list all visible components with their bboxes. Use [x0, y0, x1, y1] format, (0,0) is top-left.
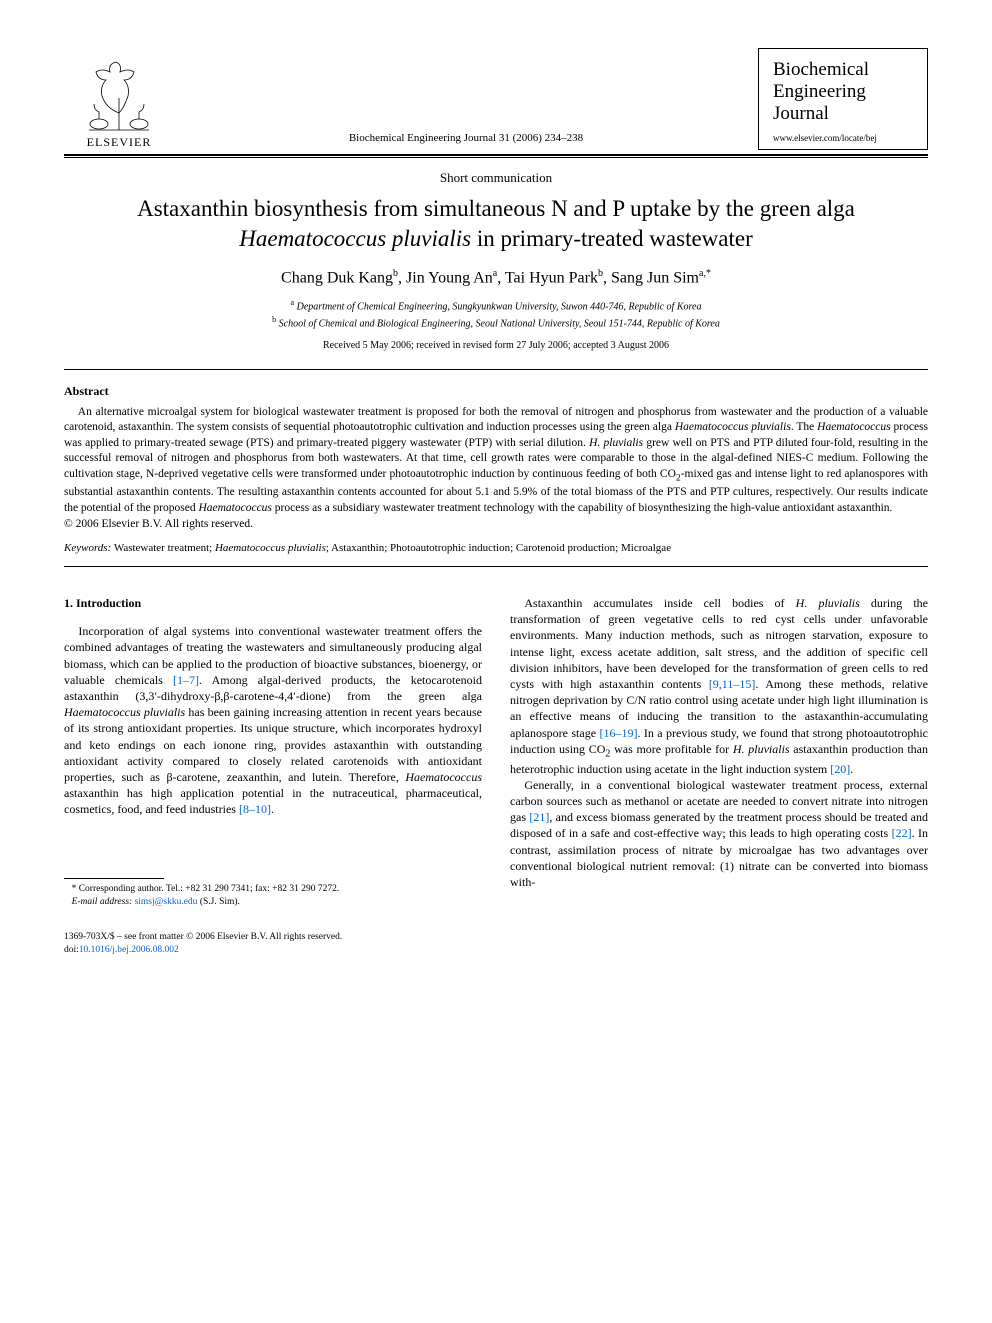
author-list: Chang Duk Kangb, Jin Young Ana, Tai Hyun… — [64, 268, 928, 287]
journal-name-line1: Biochemical — [773, 59, 913, 81]
article-title: Astaxanthin biosynthesis from simultaneo… — [84, 194, 908, 254]
affiliation-a: a Department of Chemical Engineering, Su… — [64, 297, 928, 314]
column-left: 1. Introduction Incorporation of algal s… — [64, 595, 482, 909]
corresponding-footnote: * Corresponding author. Tel.: +82 31 290… — [64, 883, 482, 896]
page-header: ELSEVIER Biochemical Engineering Journal… — [64, 48, 928, 150]
journal-name-line3: Journal — [773, 103, 913, 125]
keywords-label: Keywords: — [64, 542, 111, 554]
abstract-rule-top — [64, 369, 928, 370]
footer-copyright: 1369-703X/$ – see front matter © 2006 El… — [64, 931, 928, 944]
intro-heading: 1. Introduction — [64, 595, 482, 611]
abstract-body: An alternative microalgal system for bio… — [64, 405, 928, 516]
column-right: Astaxanthin accumulates inside cell bodi… — [510, 595, 928, 909]
email-footnote: E-mail address: simsj@skku.edu (S.J. Sim… — [64, 896, 482, 909]
abstract-copyright: © 2006 Elsevier B.V. All rights reserved… — [64, 518, 928, 530]
email-author: (S.J. Sim). — [200, 897, 240, 907]
header-rule-thick — [64, 154, 928, 156]
article-dates: Received 5 May 2006; received in revised… — [64, 340, 928, 351]
keywords: Keywords: Wastewater treatment; Haematoc… — [64, 542, 928, 554]
abstract-heading: Abstract — [64, 384, 928, 399]
email-label: E-mail address: — [72, 897, 133, 907]
page-footer: 1369-703X/$ – see front matter © 2006 El… — [64, 931, 928, 958]
keywords-text: Wastewater treatment; Haematococcus pluv… — [111, 542, 671, 554]
email-link[interactable]: simsj@skku.edu — [135, 897, 198, 907]
abstract-rule-bottom — [64, 566, 928, 567]
journal-url: www.elsevier.com/locate/bej — [773, 133, 913, 143]
footnote-text: Corresponding author. Tel.: +82 31 290 7… — [79, 884, 340, 894]
elsevier-tree-icon — [84, 58, 154, 133]
header-citation: Biochemical Engineering Journal 31 (2006… — [174, 132, 758, 150]
affiliation-b: b School of Chemical and Biological Engi… — [64, 314, 928, 331]
intro-para-3: Generally, in a conventional biological … — [510, 777, 928, 890]
journal-box: Biochemical Engineering Journal www.else… — [758, 48, 928, 150]
journal-name-line2: Engineering — [773, 81, 913, 103]
article-type: Short communication — [64, 170, 928, 186]
body-columns: 1. Introduction Incorporation of algal s… — [64, 595, 928, 909]
affiliations: a Department of Chemical Engineering, Su… — [64, 297, 928, 332]
header-rule-thin — [64, 157, 928, 158]
intro-para-1: Incorporation of algal systems into conv… — [64, 623, 482, 817]
publisher-name: ELSEVIER — [87, 135, 152, 150]
doi-link[interactable]: 10.1016/j.bej.2006.08.002 — [79, 945, 179, 955]
doi-label: doi: — [64, 945, 79, 955]
footer-doi: doi:10.1016/j.bej.2006.08.002 — [64, 944, 928, 957]
intro-para-2: Astaxanthin accumulates inside cell bodi… — [510, 595, 928, 777]
publisher-block: ELSEVIER — [64, 58, 174, 150]
footnote-rule — [64, 878, 164, 879]
